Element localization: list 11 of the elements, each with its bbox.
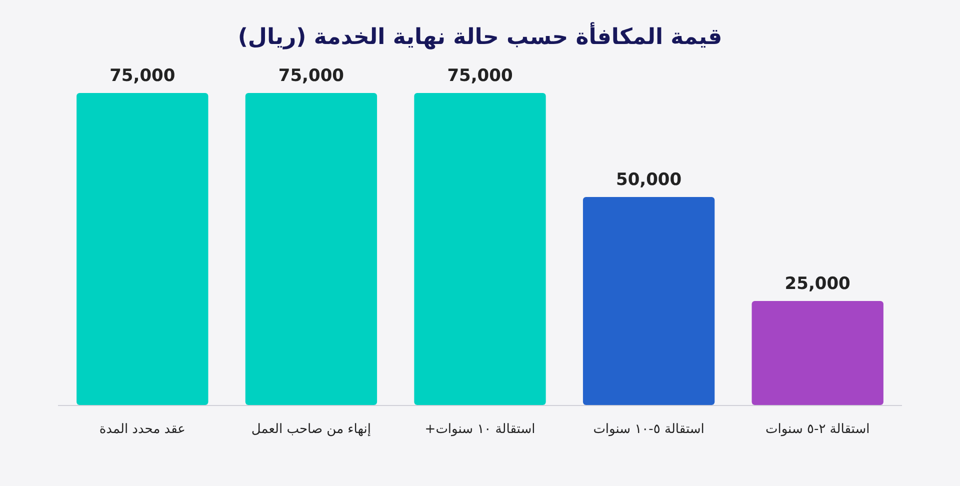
data-label: 50,000 [616, 170, 682, 190]
x-tick-label: استقالة ٢-٥ سنوات [765, 422, 870, 437]
data-label: 25,000 [784, 274, 851, 294]
data-label: 75,000 [278, 66, 344, 86]
x-tick-label: عقد محدد المدة [99, 422, 186, 437]
chart-title: قيمة المكافأة حسب حالة نهاية الخدمة (ريال) [238, 22, 722, 50]
data-label: 75,000 [110, 66, 176, 86]
data-label: 75,000 [447, 66, 513, 86]
x-tick-label: استقالة ٥-١٠ سنوات [593, 422, 704, 437]
x-tick-label: إنهاء من صاحب العمل [251, 422, 371, 437]
x-tick-label: استقالة ١٠ سنوات+ [424, 422, 536, 437]
